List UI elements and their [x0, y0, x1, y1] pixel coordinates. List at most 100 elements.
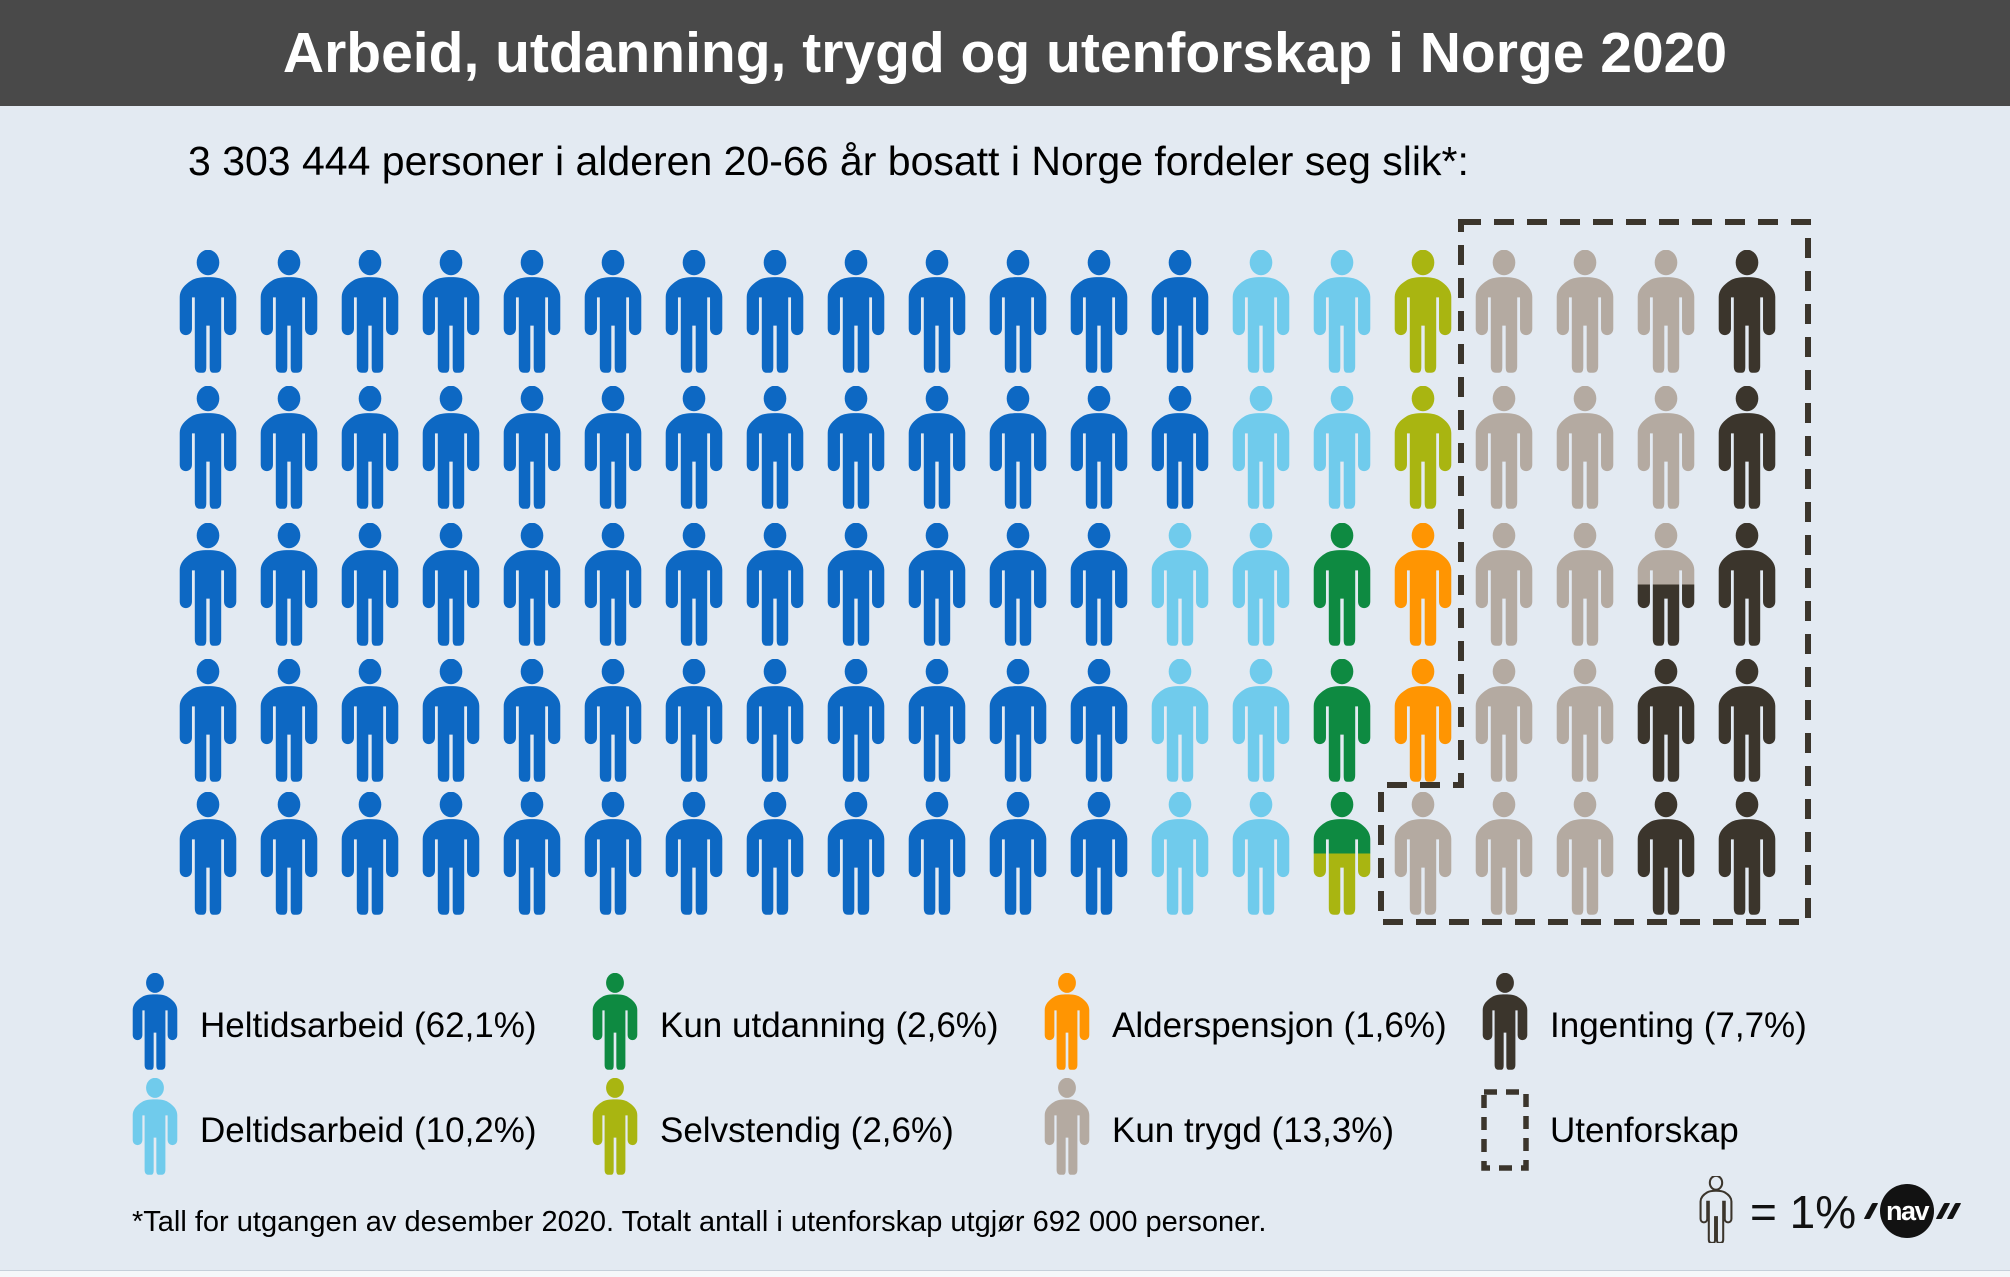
- nav-logo: nav: [1863, 1184, 1962, 1238]
- person-figure: [499, 791, 565, 920]
- person-figure: [1390, 658, 1456, 787]
- person-figure: [580, 658, 646, 787]
- person-figure: [985, 249, 1051, 378]
- legend-label: Deltidsarbeid (10,2%): [200, 1111, 537, 1150]
- person-figure: [1309, 791, 1375, 920]
- person-figure: [499, 658, 565, 787]
- person-figure: [499, 249, 565, 378]
- person-figure: [256, 658, 322, 787]
- person-figure: [418, 249, 484, 378]
- page-title: Arbeid, utdanning, trygd og utenforskap …: [282, 21, 1728, 85]
- person-figure: [1552, 385, 1618, 514]
- legend-item-alderspensjon: Alderspensjon (1,6%): [1040, 973, 1447, 1070]
- person-figure: [1552, 249, 1618, 378]
- person-figure: [1066, 249, 1132, 378]
- legend-item-kun-utdanning: Kun utdanning (2,6%): [588, 973, 999, 1070]
- person-figure: [1633, 658, 1699, 787]
- person-figure: [418, 385, 484, 514]
- person-figure: [1714, 249, 1780, 378]
- person-figure: [1552, 791, 1618, 920]
- person-figure: [418, 658, 484, 787]
- nav-circle-icon: nav: [1880, 1184, 1934, 1238]
- person-figure: [1390, 249, 1456, 378]
- person-figure: [256, 385, 322, 514]
- person-figure: [1228, 249, 1294, 378]
- person-figure: [742, 658, 808, 787]
- person-figure: [1066, 385, 1132, 514]
- person-figure: [985, 385, 1051, 514]
- person-figure: [661, 249, 727, 378]
- person-figure: [904, 791, 970, 920]
- person-figure: [175, 791, 241, 920]
- person-figure: [661, 658, 727, 787]
- person-figure: [499, 385, 565, 514]
- person-figure: [1471, 249, 1537, 378]
- alderspensjon-person-icon: [1040, 973, 1094, 1070]
- person-figure: [175, 385, 241, 514]
- person-figure: [823, 791, 889, 920]
- person-figure: [337, 385, 403, 514]
- ingenting-person-icon: [1478, 973, 1532, 1070]
- legend-item-selvstendig: Selvstendig (2,6%): [588, 1078, 954, 1175]
- person-figure: [823, 385, 889, 514]
- person-figure: [1309, 522, 1375, 651]
- person-figure: [1714, 658, 1780, 787]
- person-figure: [904, 522, 970, 651]
- person-figure: [661, 791, 727, 920]
- person-figure: [985, 522, 1051, 651]
- person-figure: [1390, 385, 1456, 514]
- person-figure: [1066, 658, 1132, 787]
- person-figure: [1228, 658, 1294, 787]
- person-figure: [1309, 249, 1375, 378]
- person-figure: [904, 658, 970, 787]
- person-figure: [1066, 522, 1132, 651]
- person-figure: [1471, 791, 1537, 920]
- scale-label: = 1%: [1750, 1186, 1857, 1238]
- person-figure: [742, 385, 808, 514]
- person-figure: [256, 522, 322, 651]
- person-figure: [1147, 385, 1213, 514]
- person-figure: [823, 658, 889, 787]
- legend-label: Ingenting (7,7%): [1550, 1006, 1807, 1045]
- person-figure: [1471, 385, 1537, 514]
- kun-utdanning-person-icon: [588, 973, 642, 1070]
- person-figure: [1471, 522, 1537, 651]
- person-figure: [1147, 791, 1213, 920]
- person-figure: [499, 522, 565, 651]
- person-figure: [1714, 791, 1780, 920]
- person-figure: [1228, 385, 1294, 514]
- bottom-strip: [0, 1270, 2010, 1277]
- person-figure: [1147, 522, 1213, 651]
- person-figure: [175, 658, 241, 787]
- person-figure: [985, 658, 1051, 787]
- scale-note: = 1%: [1698, 1174, 1857, 1248]
- legend-item-heltidsarbeid: Heltidsarbeid (62,1%): [128, 973, 537, 1070]
- person-figure: [1552, 658, 1618, 787]
- person-figure: [337, 791, 403, 920]
- person-figure: [175, 522, 241, 651]
- legend-label: Selvstendig (2,6%): [660, 1111, 954, 1150]
- person-figure: [1147, 658, 1213, 787]
- nav-logo-text: nav: [1885, 1195, 1930, 1226]
- person-figure: [823, 249, 889, 378]
- person-figure: [580, 522, 646, 651]
- person-figure: [904, 385, 970, 514]
- legend-item-ingenting: Ingenting (7,7%): [1478, 973, 1807, 1070]
- header-bar: Arbeid, utdanning, trygd og utenforskap …: [0, 0, 2010, 106]
- person-figure: [1228, 791, 1294, 920]
- scale-person-icon: [1698, 1174, 1734, 1248]
- person-figure: [580, 385, 646, 514]
- person-figure: [1228, 522, 1294, 651]
- person-figure: [1471, 658, 1537, 787]
- person-figure: [337, 658, 403, 787]
- person-figure: [256, 249, 322, 378]
- person-figure: [742, 249, 808, 378]
- subtitle: 3 303 444 personer i alderen 20-66 år bo…: [188, 138, 1469, 184]
- legend-item-deltidsarbeid: Deltidsarbeid (10,2%): [128, 1078, 537, 1175]
- person-figure: [661, 522, 727, 651]
- person-figure: [580, 791, 646, 920]
- person-figure: [1552, 522, 1618, 651]
- person-figure: [337, 522, 403, 651]
- person-figure: [175, 249, 241, 378]
